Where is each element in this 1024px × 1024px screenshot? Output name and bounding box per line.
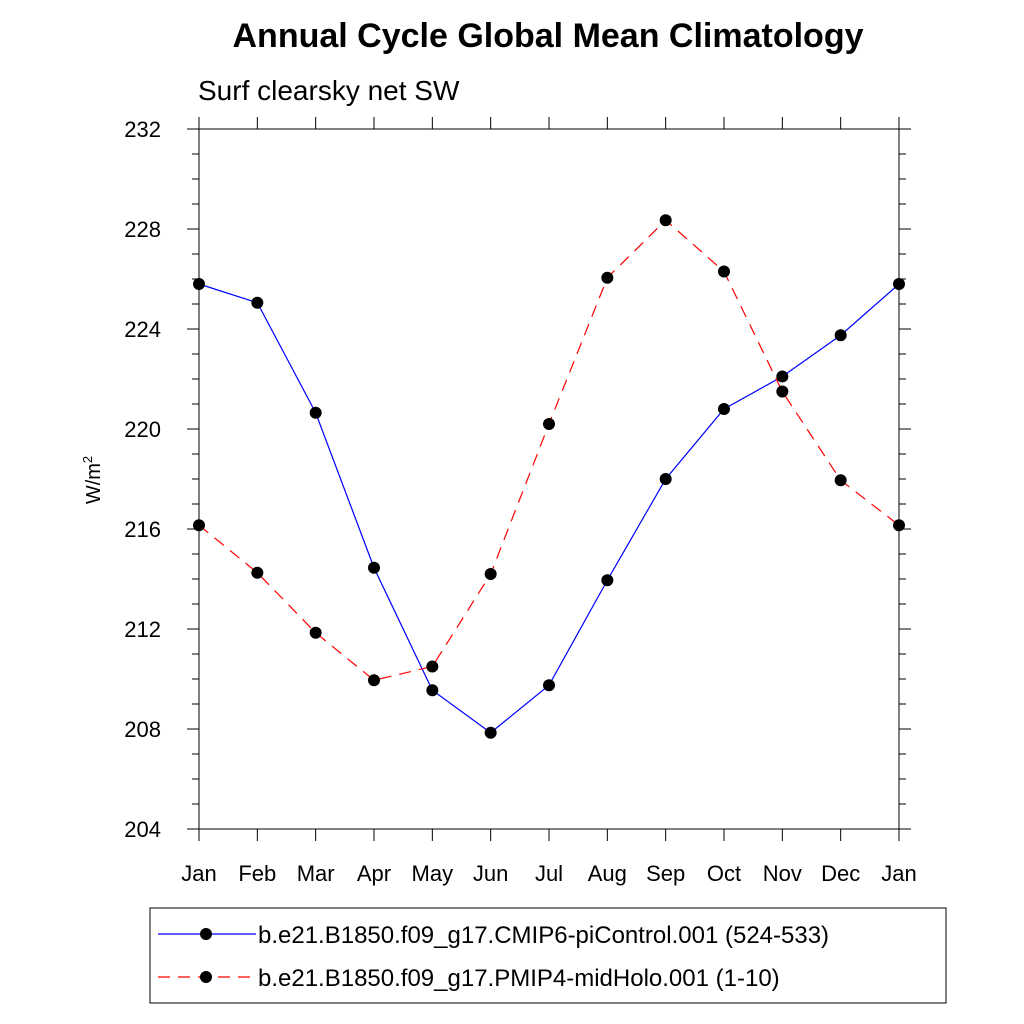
y-tick-label: 228	[124, 217, 161, 242]
series-1-point	[718, 403, 730, 415]
series-line-1	[198, 283, 900, 734]
x-tick-label: Apr	[357, 861, 391, 886]
x-tick-label: Feb	[238, 861, 276, 886]
series-2-point	[251, 566, 264, 579]
series-2-point	[543, 418, 555, 430]
x-tick-label: Mar	[297, 861, 335, 886]
series-1-point	[193, 278, 205, 290]
series-1-point	[601, 574, 614, 587]
x-tick-label: Dec	[821, 861, 860, 886]
x-tick-label: Jan	[181, 861, 216, 886]
legend-marker-2	[200, 971, 212, 983]
series-1-point	[251, 296, 264, 309]
series-1-point	[543, 679, 555, 692]
series-1-point	[776, 370, 789, 383]
series-layer	[193, 214, 905, 739]
y-tick-label: 208	[124, 717, 161, 742]
y-tick-label: 224	[124, 317, 161, 342]
legend-label-1: b.e21.B1850.f09_g17.CMIP6-piControl.001 …	[258, 922, 829, 949]
series-2-point	[368, 674, 380, 687]
series-1-point	[426, 684, 439, 697]
series-2-point	[776, 385, 789, 398]
series-1-point	[309, 406, 322, 419]
legend-label-2: b.e21.B1850.f09_g17.PMIP4-midHolo.001 (1…	[258, 965, 780, 992]
chart-title: Annual Cycle Global Mean Climatology	[233, 17, 864, 55]
series-2-point	[718, 265, 730, 278]
y-tick-label: 212	[124, 617, 161, 642]
series-1-point	[368, 561, 380, 574]
y-tick-label: 204	[124, 817, 161, 842]
x-tick-label: Jan	[881, 861, 916, 886]
series-line-2	[198, 219, 900, 681]
series-2-point	[426, 660, 439, 673]
x-tick-label: Aug	[588, 861, 627, 886]
y-axis-label: W/m2	[80, 456, 105, 504]
x-tick-label: May	[412, 861, 454, 886]
y-tick-label: 220	[124, 417, 161, 442]
series-2-point	[659, 214, 672, 227]
legend-box	[149, 907, 947, 1004]
series-2-point	[834, 474, 847, 487]
series-1-point	[834, 329, 847, 342]
y-axis-label-exponent: 2	[80, 456, 95, 463]
series-1-point	[659, 473, 672, 485]
y-tick-label: 216	[124, 517, 161, 542]
series-2-point	[193, 519, 205, 532]
chart-subtitle: Surf clearsky net SW	[198, 75, 460, 106]
plot-frame	[198, 128, 900, 830]
series-1-point	[893, 278, 905, 290]
x-tick-label: Jun	[473, 861, 508, 886]
x-tick-label: Nov	[763, 861, 802, 886]
y-tick-label: 232	[124, 117, 161, 142]
y-axis-label-unit: W/m	[83, 463, 105, 504]
x-tick-label: Sep	[646, 861, 685, 886]
series-2-point	[309, 626, 322, 639]
x-tick-label: Jul	[535, 861, 563, 886]
series-2-point	[893, 519, 905, 532]
x-tick-label: Oct	[707, 861, 741, 886]
series-1-point	[484, 726, 497, 739]
series-2-point	[484, 568, 497, 580]
series-2-point	[601, 271, 614, 284]
legend-marker-1	[200, 928, 212, 940]
axes: Jan Feb Mar Apr May Jun Jul Aug Sep Oct Nov Dec Jan 2…	[124, 117, 917, 886]
